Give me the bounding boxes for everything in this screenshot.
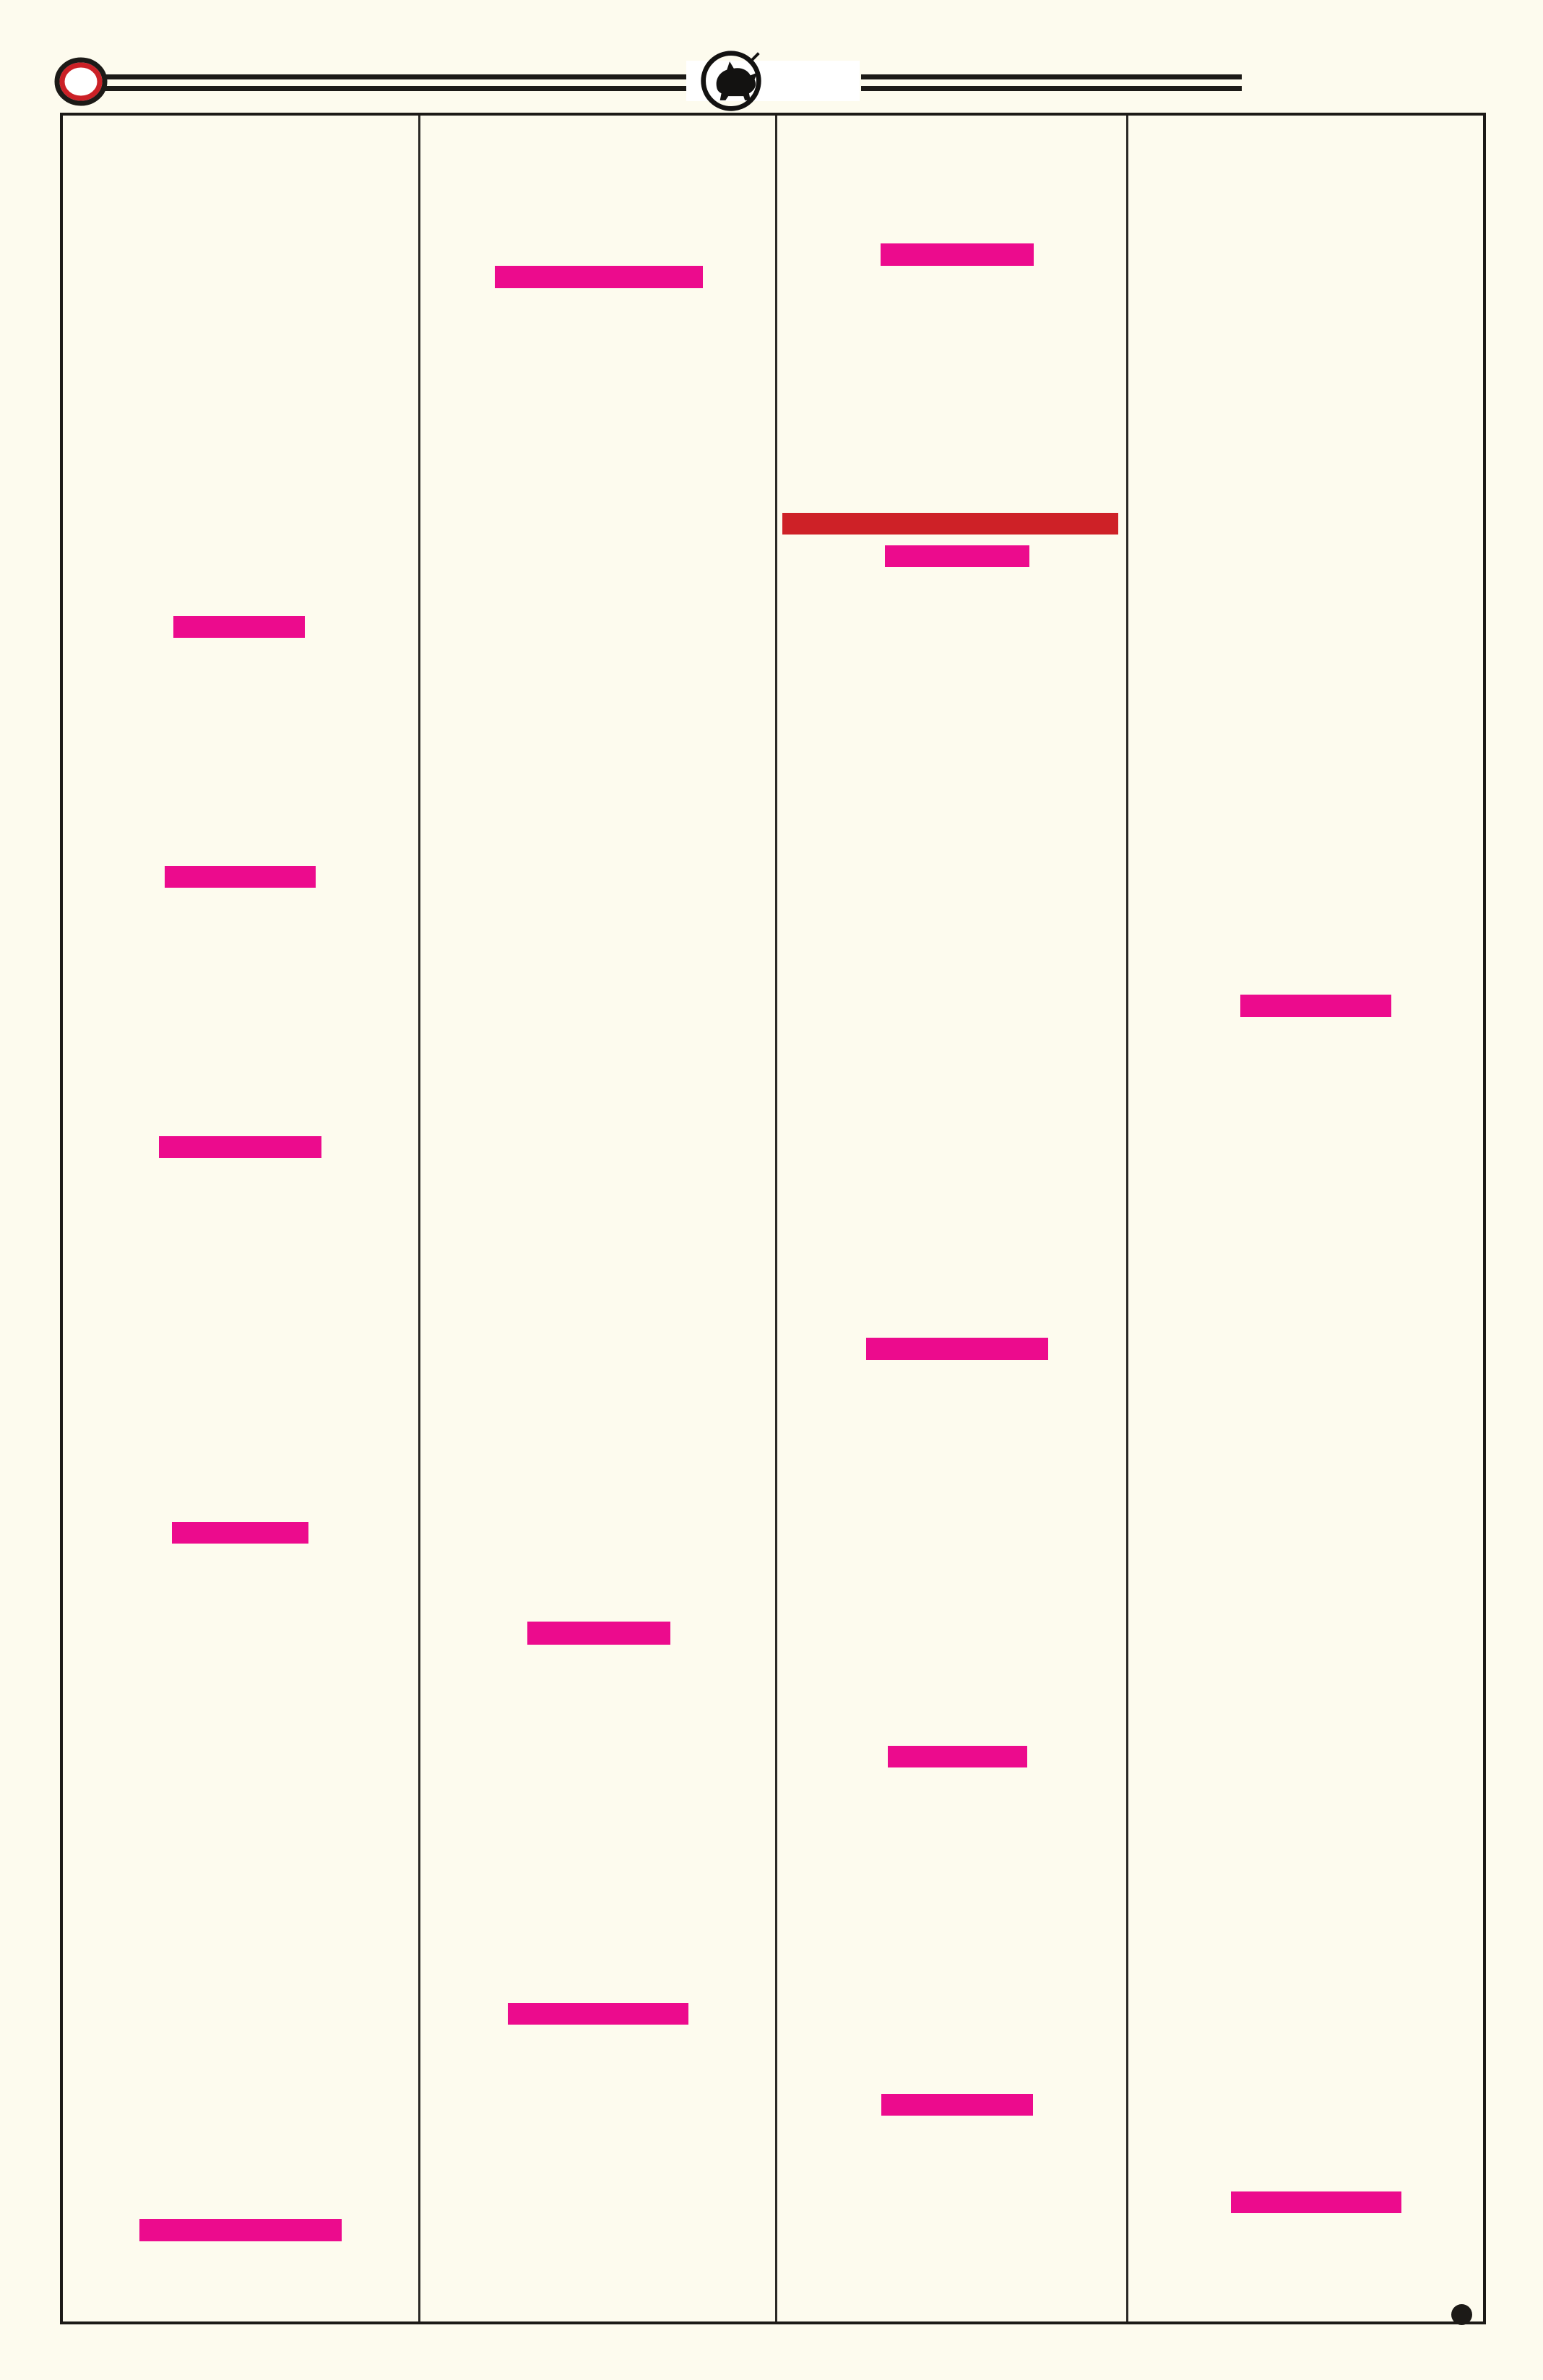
logo-badge — [686, 51, 860, 111]
magenta-redaction-bar — [881, 2094, 1033, 2116]
magenta-redaction-bar — [172, 1522, 308, 1544]
ring-icon — [54, 57, 108, 106]
column-divider-1 — [418, 116, 420, 2321]
magenta-redaction-bar — [508, 2003, 688, 2025]
magenta-redaction-bar — [139, 2219, 342, 2241]
header-rule-right — [861, 74, 1242, 91]
header-rule-left — [104, 74, 688, 91]
four-column-table — [60, 113, 1486, 2324]
magenta-redaction-bar — [527, 1622, 670, 1645]
bull-logo-icon — [701, 51, 761, 111]
magenta-redaction-bar — [165, 866, 316, 888]
corner-dot — [1451, 2304, 1472, 2325]
header-ornament — [0, 0, 1543, 116]
magenta-redaction-bar — [1231, 2191, 1401, 2213]
column-divider-2 — [775, 116, 777, 2321]
red-highlight-bar — [782, 513, 1118, 535]
column-divider-3 — [1126, 116, 1128, 2321]
magenta-redaction-bar — [885, 545, 1029, 567]
magenta-redaction-bar — [159, 1136, 321, 1158]
magenta-redaction-bar — [495, 266, 703, 288]
magenta-redaction-bar — [888, 1746, 1027, 1767]
magenta-redaction-bar — [881, 243, 1034, 266]
magenta-redaction-bar — [866, 1338, 1048, 1360]
magenta-redaction-bar — [173, 616, 305, 638]
magenta-redaction-bar — [1240, 995, 1391, 1017]
